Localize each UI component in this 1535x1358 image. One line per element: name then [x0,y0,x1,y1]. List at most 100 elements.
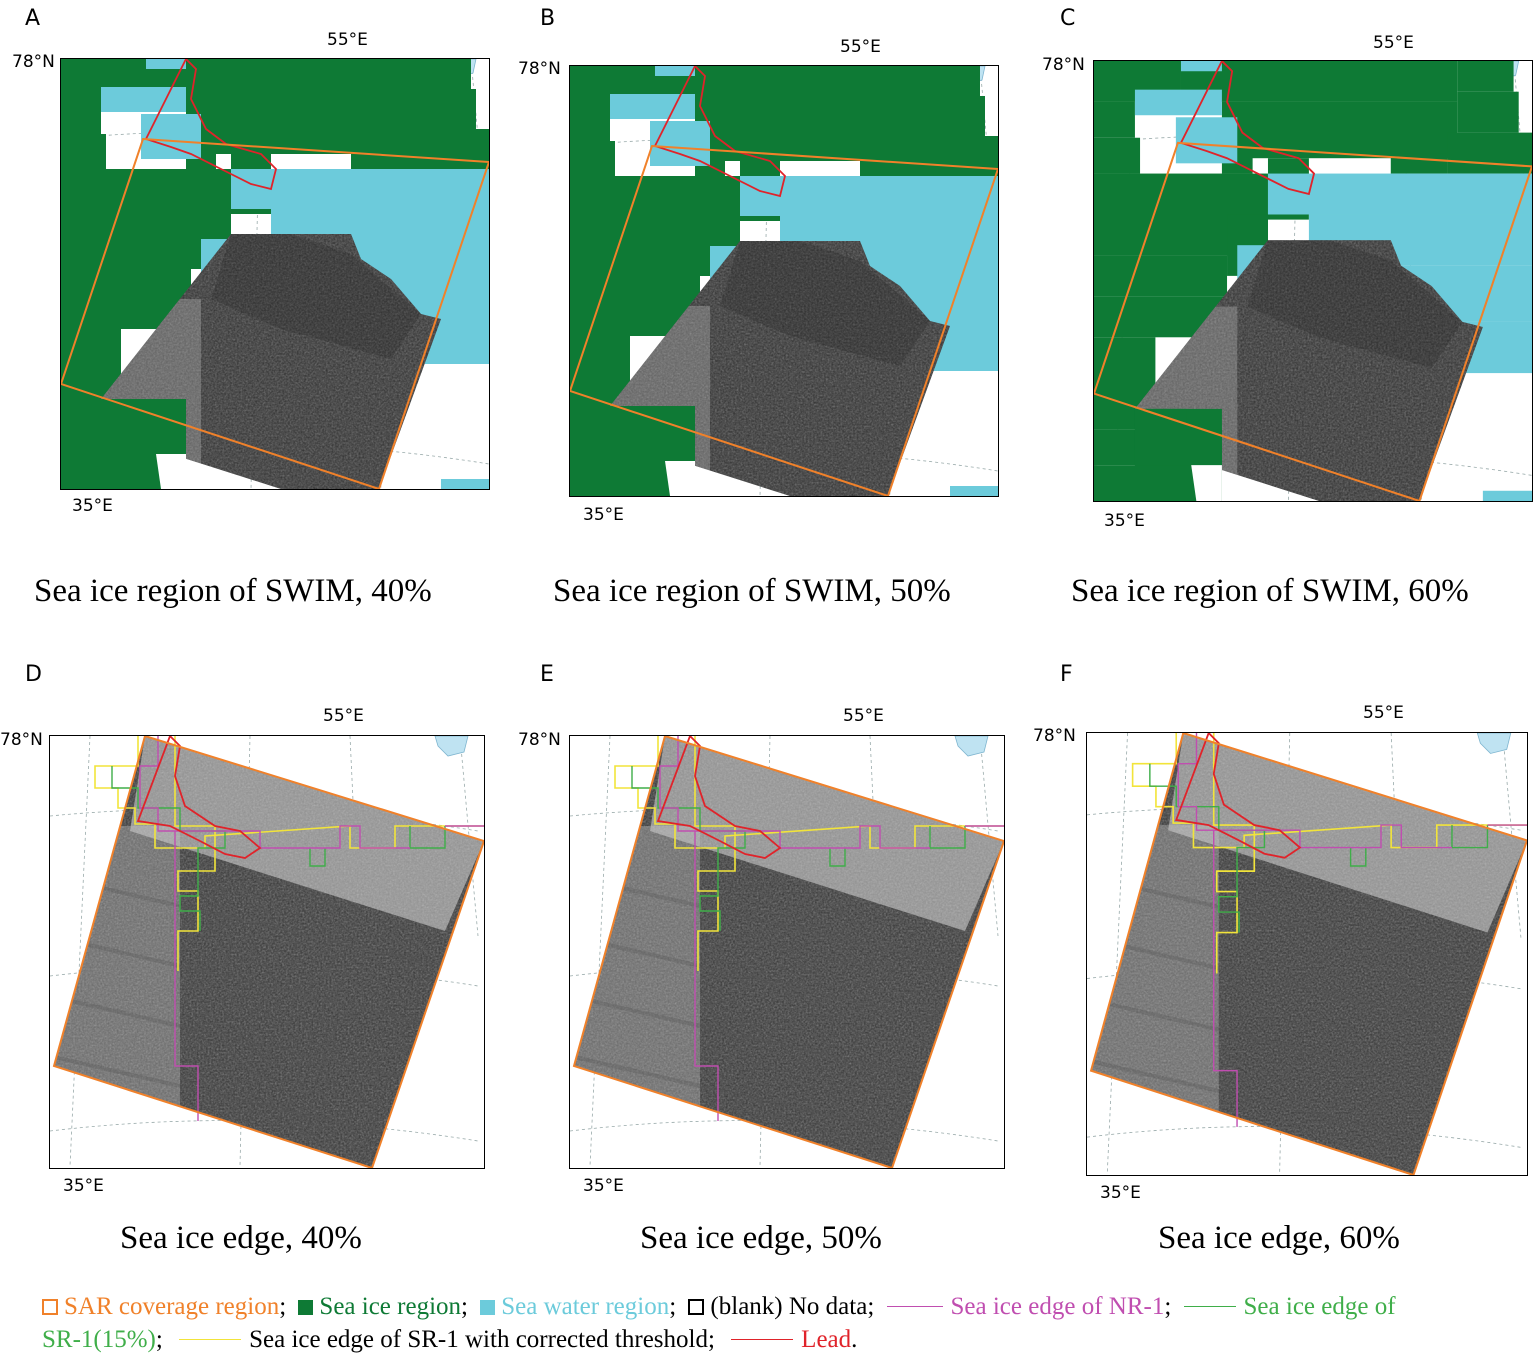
nodata-square-icon [688,1299,705,1315]
sea-ice-cell [1094,137,1141,174]
lat-label: 78°N [12,52,55,72]
sea-ice-cell [61,249,191,289]
map-swim-ice-region [60,58,490,490]
sea-ice-cell [1180,61,1458,102]
sea-water-cell [1180,61,1222,72]
sea-ice-cell [1457,61,1514,92]
sar-coverage-frame [1094,141,1532,501]
lon-bottom-label: 35°E [583,505,624,525]
sea-ice-cell [925,66,980,96]
sea-ice-cell [186,99,416,154]
lon-top-label: 55°E [1363,703,1404,723]
legend-ice: Sea ice region [298,1293,461,1320]
lead-line [144,59,277,191]
sar-coverage-frame [570,144,998,496]
lon-bottom-label: 35°E [583,1176,624,1196]
sar-swath-band [54,934,484,1038]
legend-nr1: Sea ice edge of NR-1 [881,1293,1164,1320]
lat-label: 78°N [0,730,43,750]
map-swim-ice-region [569,65,999,497]
sea-water-cell [146,59,186,69]
lead-line [656,736,782,859]
sea-ice-cell [570,141,615,176]
sar-swath-band [574,934,1004,1038]
lat-label: 78°N [518,730,561,750]
panel-letter: F [1060,662,1073,687]
sar-swath-band [574,874,1004,978]
sea-ice-cell [570,106,610,141]
sar-swath-band [1091,874,1527,981]
legend-nodata: (blank) No data [688,1293,867,1320]
sea-ice-cell [610,406,695,461]
lon-top-label: 55°E [840,37,881,57]
sea-ice-cell [416,59,471,89]
sr1-line-icon [1183,1306,1236,1307]
sr1-edge [1149,763,1489,933]
lon-bottom-label: 35°E [1100,1183,1141,1203]
lead-line [1179,61,1316,196]
sar-swath-band [54,874,484,978]
map-sea-ice-edge [1086,732,1528,1176]
sar-shade [1247,240,1463,368]
sea-ice-cell [1134,408,1222,466]
sr1-corrected-edge [94,736,484,971]
legend-sar: SAR coverage region [42,1293,279,1320]
lead-line [1174,733,1302,859]
sea-ice-cell [1457,91,1519,133]
legend-sr1-corrected: Sea ice edge of SR-1 with corrected thre… [169,1326,708,1353]
panel-caption: Sea ice edge, 50% [640,1220,882,1256]
sea-ice-cell [915,136,998,176]
sea-water-cell [610,94,695,119]
lat-label: 78°N [1042,55,1085,75]
panel-letter: B [540,6,556,31]
panel-letter: A [25,6,41,31]
lon-bottom-label: 35°E [72,496,113,516]
lon-top-label: 55°E [327,30,368,50]
sea-water-cell [1482,490,1532,501]
lead-line [136,736,262,859]
sar-coverage-frame [1089,733,1527,1175]
legend: SAR coverage region; Sea ice region; Sea… [42,1293,1396,1353]
no-data-cell [1191,465,1222,501]
sr1-edge [111,766,446,931]
nr1-edge [659,736,1004,1121]
lat-label: 78°N [518,59,561,79]
sea-ice-cell [1094,101,1135,138]
sea-water-cell [441,479,489,489]
panel-caption: Sea ice region of SWIM, 50% [553,573,951,609]
land-island [954,736,989,757]
sar-bright-ice [650,736,1004,931]
sar-square-icon [42,1299,58,1315]
sea-ice-cell [416,89,476,129]
sea-ice-cell [1221,101,1458,159]
map-swim-ice-region [1093,60,1533,502]
nr1-edge [139,736,484,1121]
sar-swath-band [1091,935,1527,1042]
sar-bright-ice [1168,733,1527,933]
nr1-line-icon [886,1306,943,1307]
sea-water-cell [950,486,998,496]
map-sea-ice-edge [569,735,1005,1169]
sea-ice-cell [1094,255,1228,297]
ice-square-icon [298,1300,314,1315]
sea-ice-cell [351,149,406,169]
lon-bottom-label: 35°E [1104,511,1145,531]
lat-label: 78°N [1033,726,1076,746]
sar-shade [720,241,930,366]
lon-top-label: 55°E [843,706,884,726]
sea-water-cell [650,121,710,166]
lon-top-label: 55°E [1373,33,1414,53]
lead-line [653,66,786,198]
sea-ice-cell [570,256,700,296]
land-island [1476,733,1512,754]
no-data-cell [156,454,186,489]
legend-sr1: Sea ice edge of SR-1(15%) [42,1293,1396,1353]
water-square-icon [480,1300,496,1315]
sar-bright-ice [130,736,484,931]
panel-letter: D [25,662,42,687]
panel-letter: E [540,662,554,687]
lon-bottom-label: 35°E [63,1176,104,1196]
sea-water-cell [141,114,201,159]
sar-coverage-frame [572,736,1004,1168]
panel-letter: C [1060,6,1076,31]
